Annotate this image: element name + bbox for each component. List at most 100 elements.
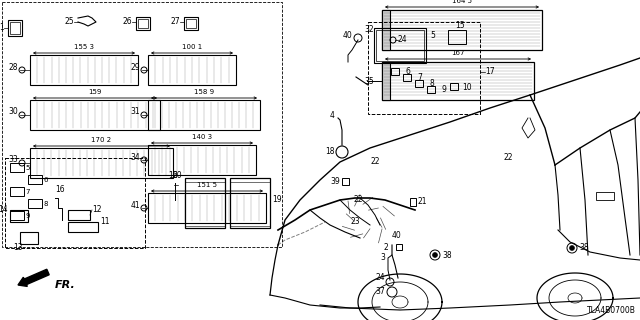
- Text: 40: 40: [342, 30, 352, 39]
- Bar: [382, 62, 534, 100]
- Text: 33: 33: [8, 156, 18, 164]
- Text: 41: 41: [131, 201, 140, 210]
- Bar: [28, 175, 42, 184]
- Text: 28: 28: [8, 63, 18, 73]
- Bar: [5, 158, 145, 248]
- Bar: [8, 20, 22, 36]
- Text: 22: 22: [503, 154, 513, 163]
- Bar: [10, 211, 24, 220]
- Text: 27: 27: [170, 18, 180, 27]
- Text: 40: 40: [391, 231, 401, 240]
- Text: 32: 32: [364, 26, 374, 35]
- Text: TLA4B0700B: TLA4B0700B: [587, 306, 636, 315]
- Bar: [148, 193, 266, 223]
- Text: 7: 7: [25, 189, 29, 195]
- Circle shape: [570, 245, 575, 251]
- Bar: [30, 55, 138, 85]
- Bar: [374, 28, 426, 63]
- Text: 4: 4: [330, 110, 335, 119]
- Bar: [68, 210, 90, 220]
- Bar: [230, 182, 270, 226]
- Bar: [410, 198, 416, 206]
- FancyArrow shape: [18, 269, 49, 286]
- Bar: [427, 86, 435, 93]
- Text: 25: 25: [65, 18, 74, 27]
- Text: 37: 37: [375, 287, 385, 297]
- Bar: [448, 30, 466, 44]
- Bar: [68, 222, 98, 232]
- Text: 1: 1: [0, 23, 4, 33]
- Text: 19: 19: [272, 196, 282, 204]
- Text: 159: 159: [88, 89, 102, 95]
- Text: 31: 31: [131, 108, 140, 116]
- Text: 13: 13: [13, 244, 23, 252]
- Text: 24: 24: [398, 36, 408, 44]
- Text: 170 2: 170 2: [92, 137, 111, 143]
- Bar: [230, 178, 270, 228]
- Text: 22: 22: [371, 157, 380, 166]
- Text: 17: 17: [485, 68, 495, 76]
- Bar: [415, 80, 423, 87]
- Bar: [10, 22, 20, 34]
- Circle shape: [433, 252, 438, 258]
- Text: 12: 12: [92, 205, 102, 214]
- Bar: [2, 2, 282, 247]
- Text: 20: 20: [172, 171, 182, 180]
- Bar: [186, 19, 196, 28]
- Bar: [184, 17, 198, 30]
- Bar: [10, 210, 28, 222]
- Text: 34: 34: [131, 154, 140, 163]
- Bar: [596, 192, 614, 200]
- Text: FR.: FR.: [55, 280, 76, 290]
- Bar: [20, 232, 38, 244]
- Bar: [368, 22, 480, 114]
- Bar: [138, 19, 148, 28]
- Text: 8: 8: [43, 201, 47, 207]
- Bar: [391, 68, 399, 75]
- Text: 16: 16: [55, 186, 65, 195]
- Text: 22: 22: [353, 196, 363, 204]
- Bar: [382, 10, 542, 50]
- Bar: [185, 182, 225, 226]
- Text: 23: 23: [350, 218, 360, 227]
- Text: 167: 167: [451, 50, 465, 56]
- Text: 24: 24: [376, 274, 385, 283]
- Text: 100 1: 100 1: [182, 44, 202, 50]
- Bar: [10, 187, 24, 196]
- Text: 11: 11: [100, 218, 109, 227]
- Bar: [396, 244, 402, 250]
- Text: 8: 8: [429, 79, 434, 89]
- Text: 9: 9: [441, 85, 446, 94]
- Bar: [30, 148, 173, 178]
- Bar: [382, 10, 390, 50]
- Text: 158 9: 158 9: [194, 89, 214, 95]
- Bar: [136, 17, 150, 30]
- Bar: [376, 30, 424, 61]
- Text: 15: 15: [455, 20, 465, 29]
- Text: 18: 18: [326, 148, 335, 156]
- Text: 2: 2: [383, 244, 388, 252]
- Text: 26: 26: [122, 18, 132, 27]
- Text: 9: 9: [25, 213, 29, 219]
- Text: 35: 35: [364, 76, 374, 85]
- Text: 30: 30: [8, 108, 18, 116]
- Bar: [382, 62, 390, 100]
- Bar: [10, 163, 24, 172]
- Text: 38: 38: [579, 244, 589, 252]
- Bar: [148, 100, 260, 130]
- Text: 38: 38: [442, 251, 452, 260]
- Bar: [148, 55, 236, 85]
- Bar: [403, 74, 411, 81]
- Text: 5: 5: [25, 165, 29, 171]
- Bar: [30, 100, 160, 130]
- Text: 21: 21: [418, 197, 428, 206]
- Text: 164 5: 164 5: [452, 0, 472, 4]
- Text: 140 3: 140 3: [192, 134, 212, 140]
- Text: 7: 7: [417, 74, 422, 83]
- Bar: [450, 83, 458, 90]
- Text: 3: 3: [380, 253, 385, 262]
- Text: 6: 6: [405, 68, 410, 76]
- Text: 10: 10: [462, 84, 472, 92]
- Text: 29: 29: [131, 63, 140, 73]
- Text: 14: 14: [0, 205, 8, 214]
